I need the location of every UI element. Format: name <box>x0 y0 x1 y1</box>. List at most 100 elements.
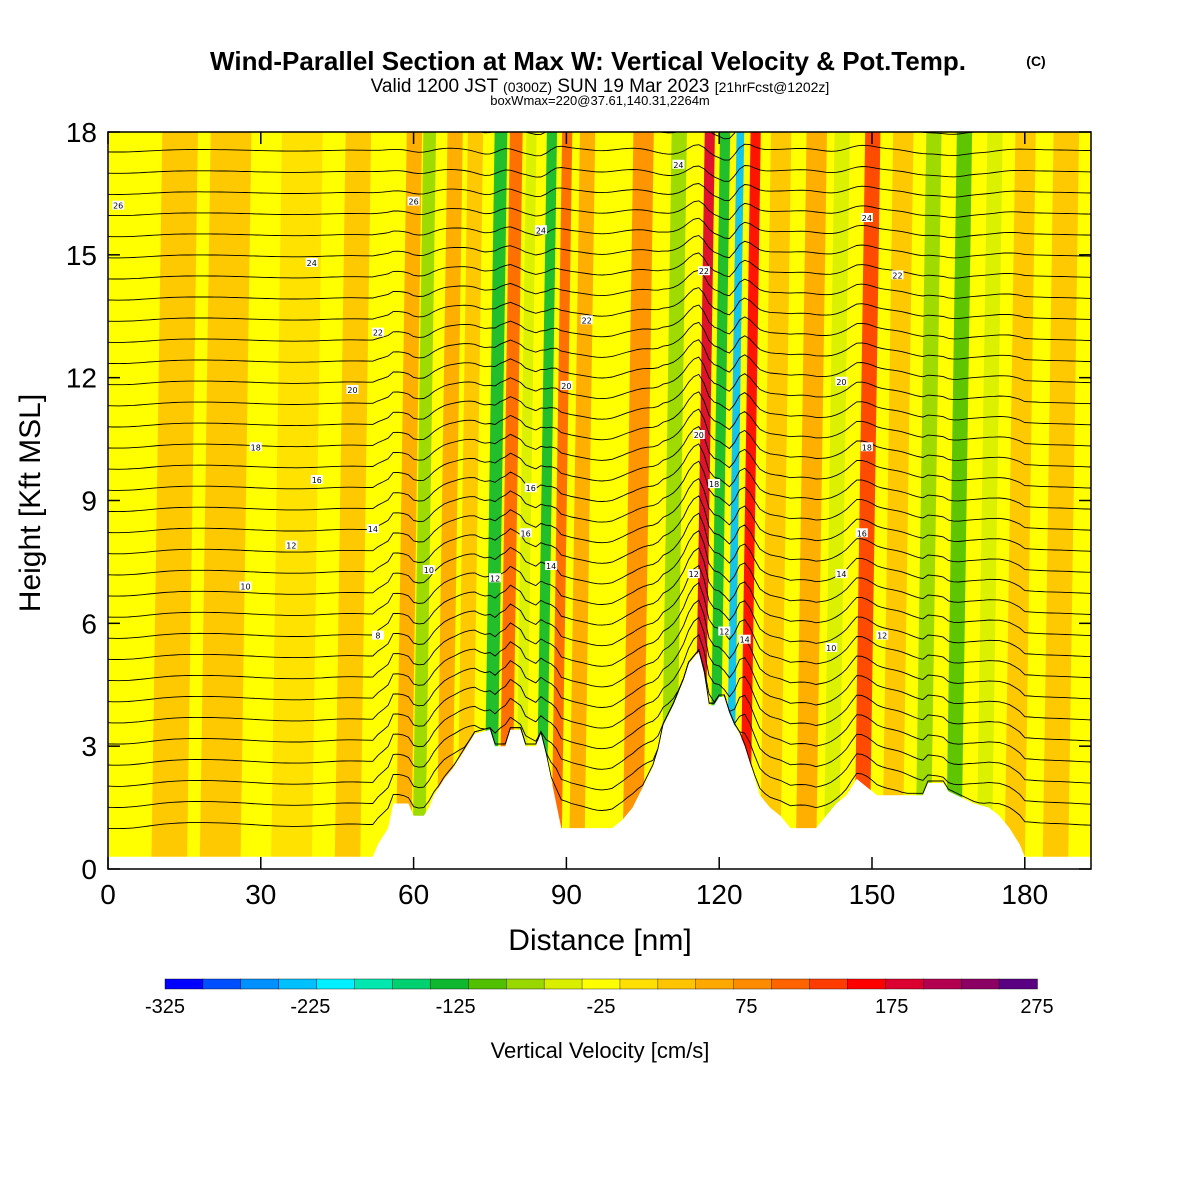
colorbar-swatch-8 <box>468 978 507 990</box>
theta-contour-20 <box>108 356 1091 407</box>
contour-label-16: 18 <box>862 443 872 452</box>
w-band-13 <box>551 132 573 869</box>
colorbar-tick-labels: -325 -225 -125 -25 75 175 275 <box>145 996 1054 1018</box>
y-axis-ticks: 0 3 6 9 12 15 18 <box>66 117 1091 885</box>
colorbar-swatch-4 <box>316 978 356 990</box>
contour-label-bg-4 <box>672 159 685 169</box>
contour-label-bg-32 <box>825 642 838 652</box>
theta-contour-10 <box>108 530 1091 618</box>
contour-label-bg-22 <box>545 561 558 571</box>
contour-label-33: 8 <box>375 632 380 641</box>
y-tick-label-3: 9 <box>81 486 97 517</box>
vertical-velocity-field <box>108 132 1080 869</box>
w-band-16 <box>622 132 654 869</box>
colorbar-tick-label-3: -25 <box>587 996 616 1018</box>
theta-contour-26 <box>108 252 1091 280</box>
contour-label-bg-20 <box>855 528 868 538</box>
contour-label-bg-10 <box>346 384 359 394</box>
x-tick-label-6: 180 <box>1001 879 1048 910</box>
theta-contour-5 <box>108 616 1091 724</box>
contour-label-15: 18 <box>709 480 719 489</box>
contour-label-bg-23 <box>835 569 848 579</box>
w-band-23 <box>795 132 827 869</box>
contour-label-19: 16 <box>521 529 531 538</box>
contour-label-17: 16 <box>312 476 322 485</box>
w-band-31 <box>1042 132 1080 869</box>
colorbar-swatch-0 <box>164 978 204 990</box>
colorbar-tick-label-2: -125 <box>436 996 476 1018</box>
contour-label-4: 24 <box>673 161 683 170</box>
w-band-3 <box>270 132 323 869</box>
theta-contour-29 <box>108 200 1091 220</box>
colorbar-swatch-20 <box>923 978 962 990</box>
x-axis-ticks: 0 30 60 90 120 150 180 <box>100 132 1048 910</box>
contour-label-bg-9 <box>891 270 904 280</box>
theta-contour-16 <box>108 425 1091 491</box>
contour-label-bg-26 <box>489 573 502 583</box>
x-tick-label-4: 120 <box>696 879 743 910</box>
colorbar-swatch-16 <box>771 978 811 990</box>
colorbar-label: Vertical Velocity [cm/s] <box>491 1038 710 1063</box>
w-band-30 <box>1004 132 1036 869</box>
colorbar-swatch-18 <box>847 978 887 990</box>
x-tick-label-2: 60 <box>398 879 429 910</box>
colorbar-swatch-1 <box>202 978 242 990</box>
contour-label-23: 14 <box>836 570 846 579</box>
theta-contour-24 <box>108 287 1091 322</box>
contour-label-bg-7 <box>580 315 593 325</box>
theta-contour-6 <box>108 599 1091 703</box>
theta-contour-1 <box>108 648 1091 808</box>
colorbar-tick-label-4: 75 <box>735 996 757 1018</box>
w-band-4 <box>334 132 372 869</box>
colorbar-tick-label-1: -225 <box>290 996 330 1018</box>
contour-label-30: 10 <box>240 582 250 591</box>
contour-label-bg-5 <box>860 212 873 222</box>
y-tick-label-2: 6 <box>81 608 97 639</box>
contour-label-bg-12 <box>692 429 705 439</box>
colorbar-swatch-22 <box>998 978 1038 990</box>
y-tick-label-1: 3 <box>81 731 97 762</box>
colorbar-swatch-2 <box>240 978 280 990</box>
colorbar-tick-label-6: 275 <box>1020 996 1053 1018</box>
contour-label-25: 12 <box>286 542 296 551</box>
contour-label-11: 20 <box>561 382 571 391</box>
contour-label-bg-24 <box>738 634 751 644</box>
valid-date: SUN 19 Mar 2023 <box>557 76 709 97</box>
contour-label-6: 22 <box>373 329 383 338</box>
w-band-2 <box>199 132 252 869</box>
chart-subtitle: Valid 1200 JST (0300Z) SUN 19 Mar 2023 [… <box>371 76 830 97</box>
theta-contour-13 <box>108 477 1091 555</box>
w-band-29 <box>976 132 1003 869</box>
w-band-9 <box>483 132 508 869</box>
colorbar-tick-label-0: -325 <box>145 996 185 1018</box>
theta-contour-31 <box>108 165 1091 182</box>
w-band-20 <box>725 132 745 869</box>
w-band-17 <box>660 132 687 869</box>
contour-label-13: 20 <box>836 378 846 387</box>
theta-contour-27 <box>108 235 1091 259</box>
terrain-mask <box>108 652 1091 869</box>
w-band-8 <box>456 132 484 869</box>
contour-label-12: 20 <box>694 431 704 440</box>
colorbar-swatch-6 <box>392 978 432 990</box>
contour-label-31: 10 <box>424 566 434 575</box>
chart-subtitle-2: boxWmax=220@37.61,140.31,2264m <box>490 93 710 108</box>
contour-label-bg-31 <box>422 565 435 575</box>
contour-label-bg-29 <box>876 630 889 640</box>
contour-label-1: 26 <box>409 198 419 207</box>
contour-label-14: 18 <box>251 443 261 452</box>
plot-area: 26 26 24 24 24 24 22 22 22 22 20 20 20 20 18 18 18 16 16 16… <box>108 132 1091 869</box>
w-band-1 <box>151 132 198 869</box>
w-band-0 <box>108 132 150 869</box>
contour-label-9: 22 <box>892 271 902 280</box>
y-tick-label-5: 15 <box>66 240 97 271</box>
contour-label-28: 12 <box>719 628 729 637</box>
contour-label-2: 24 <box>307 259 317 268</box>
colorbar-swatch-10 <box>543 978 583 990</box>
contour-label-bg-13 <box>835 376 848 386</box>
theta-contour-21 <box>108 339 1091 386</box>
x-tick-label-1: 30 <box>245 879 276 910</box>
colorbar-swatch-9 <box>506 978 545 990</box>
contour-label-bg-18 <box>524 483 537 493</box>
forecast-info: [21hrFcst@1202z] <box>715 79 830 95</box>
